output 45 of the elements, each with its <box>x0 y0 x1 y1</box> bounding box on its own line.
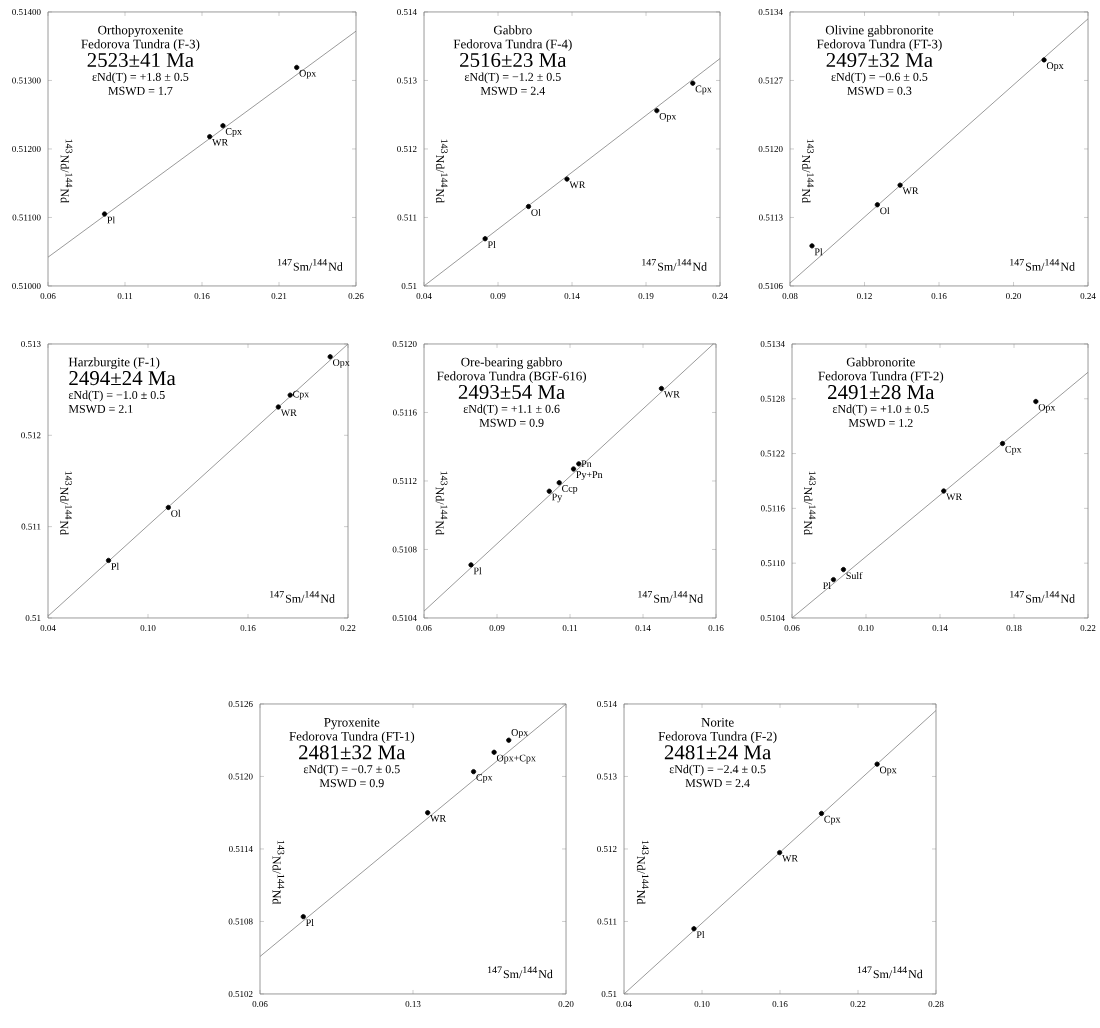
point <box>425 810 431 816</box>
point <box>294 64 300 71</box>
point <box>830 577 837 583</box>
point <box>207 134 213 140</box>
point <box>690 80 696 86</box>
point <box>818 810 825 817</box>
point <box>300 914 306 920</box>
point <box>546 488 552 494</box>
point <box>470 769 477 775</box>
point <box>1041 57 1047 63</box>
point <box>840 566 847 573</box>
point <box>941 488 947 494</box>
annotation: 2494±24 Ma <box>69 371 176 386</box>
point <box>570 466 577 472</box>
point <box>165 504 171 511</box>
point <box>897 182 903 188</box>
point <box>327 354 333 360</box>
point <box>220 123 226 129</box>
point <box>654 108 660 114</box>
point <box>874 761 880 767</box>
point <box>287 392 293 398</box>
point <box>275 404 281 410</box>
point <box>105 557 112 564</box>
point <box>777 850 783 856</box>
point <box>874 202 880 208</box>
annotation: 2497±32 Ma <box>826 53 933 68</box>
annotation: 2481±24 Ma <box>664 745 772 760</box>
point <box>564 176 570 182</box>
annotation: 2491±28 Ma <box>828 385 935 400</box>
annotation: 2516±23 Ma <box>460 53 567 68</box>
point <box>482 236 488 242</box>
point <box>556 480 562 486</box>
point <box>525 203 532 210</box>
point <box>809 243 815 249</box>
point <box>491 749 497 755</box>
point <box>999 440 1006 447</box>
annotation: 2493±54 Ma <box>458 385 565 400</box>
point <box>101 211 108 217</box>
point <box>506 737 512 743</box>
point <box>691 926 697 932</box>
point <box>658 385 664 392</box>
point <box>468 562 474 568</box>
point <box>1033 398 1039 405</box>
annotation: 2481±32 Ma <box>299 745 406 760</box>
annotation: 2523±41 Ma <box>87 53 194 68</box>
